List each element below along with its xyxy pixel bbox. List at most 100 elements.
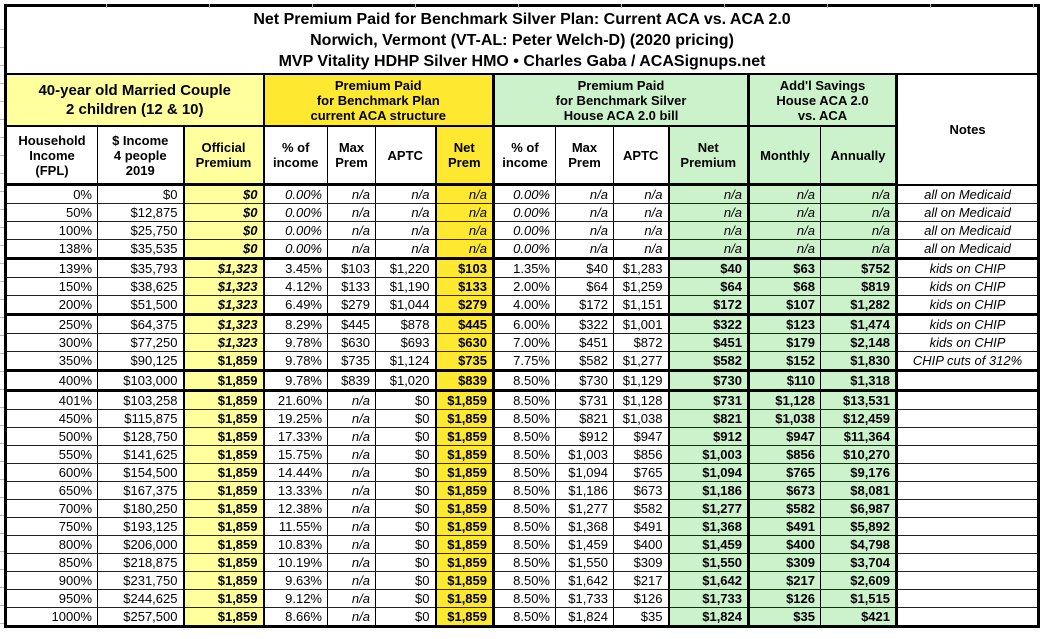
aca-aptc-cell[interactable]: n/a [375, 184, 436, 204]
official-premium-cell[interactable]: $1,323 [182, 295, 264, 316]
savings-annually-cell[interactable]: n/a [820, 184, 897, 204]
income-cell[interactable]: $154,500 [97, 463, 184, 482]
aca-net-prem-cell[interactable]: $133 [434, 277, 494, 296]
aca2-net-premium-cell[interactable]: n/a [667, 239, 749, 260]
fpl-cell[interactable]: 950% [5, 589, 98, 608]
savings-monthly-cell[interactable]: $152 [747, 351, 821, 372]
aca2-net-premium-cell[interactable]: $912 [667, 427, 749, 446]
notes-cell[interactable]: all on Medicaid [894, 221, 1039, 240]
aca-net-prem-cell[interactable]: n/a [434, 221, 494, 240]
savings-annually-cell[interactable]: $1,318 [820, 370, 897, 392]
aca2-max-prem-cell[interactable]: $1,733 [555, 589, 614, 608]
aca2-net-premium-cell[interactable]: $1,368 [667, 517, 749, 536]
fpl-cell[interactable]: 550% [5, 445, 98, 464]
fpl-cell[interactable]: 138% [5, 239, 98, 260]
savings-annually-cell[interactable]: $9,176 [820, 463, 897, 482]
savings-annually-cell[interactable]: $2,148 [820, 333, 897, 352]
income-cell[interactable]: $167,375 [97, 481, 184, 500]
aca-pct-income-cell[interactable]: 8.29% [262, 314, 328, 334]
aca2-max-prem-cell[interactable]: $40 [555, 258, 614, 278]
aca-pct-income-cell[interactable]: 0.00% [262, 221, 328, 240]
aca-max-prem-cell[interactable]: n/a [327, 203, 376, 222]
aca-net-prem-cell[interactable]: $839 [434, 370, 494, 392]
aca2-max-prem-cell[interactable]: $821 [555, 409, 614, 428]
aca2-aptc-cell[interactable]: $1,277 [613, 351, 669, 372]
aca-pct-income-cell[interactable]: 0.00% [262, 203, 328, 222]
aca2-net-premium-cell[interactable]: $1,186 [667, 481, 749, 500]
aca-net-prem-cell[interactable]: $1,859 [434, 607, 494, 627]
aca-aptc-cell[interactable]: $0 [375, 499, 436, 518]
aca2-max-prem-cell[interactable]: $1,186 [555, 481, 614, 500]
aca2-max-prem-cell[interactable]: n/a [555, 184, 614, 204]
aca-net-prem-cell[interactable]: $1,859 [434, 463, 494, 482]
aca2-aptc-cell[interactable]: $1,001 [613, 314, 669, 334]
savings-annually-cell[interactable]: $752 [820, 258, 897, 278]
income-cell[interactable]: $206,000 [97, 535, 184, 554]
aca2-net-premium-cell[interactable]: $451 [667, 333, 749, 352]
savings-monthly-cell[interactable]: $35 [747, 607, 821, 627]
aca-net-prem-cell[interactable]: $735 [434, 351, 494, 372]
notes-cell[interactable] [894, 571, 1039, 590]
aca-max-prem-cell[interactable]: n/a [327, 589, 376, 608]
aca2-max-prem-cell[interactable]: $1,550 [555, 553, 614, 572]
aca-aptc-cell[interactable]: n/a [375, 221, 436, 240]
aca-pct-income-cell[interactable]: 19.25% [262, 409, 328, 428]
notes-cell[interactable] [894, 370, 1039, 392]
aca-max-prem-cell[interactable]: n/a [327, 499, 376, 518]
aca2-pct-income-cell[interactable]: 8.50% [492, 571, 556, 590]
savings-monthly-cell[interactable]: n/a [747, 239, 821, 260]
fpl-cell[interactable]: 139% [5, 258, 98, 278]
aca-max-prem-cell[interactable]: n/a [327, 409, 376, 428]
aca2-pct-income-cell[interactable]: 8.50% [492, 499, 556, 518]
fpl-cell[interactable]: 100% [5, 221, 98, 240]
aca2-max-prem-cell[interactable]: $172 [555, 295, 614, 316]
official-premium-cell[interactable]: $1,859 [182, 370, 264, 392]
aca-max-prem-cell[interactable]: $445 [327, 314, 376, 334]
aca2-pct-income-cell[interactable]: 8.50% [492, 445, 556, 464]
aca-net-prem-cell[interactable]: $1,859 [434, 409, 494, 428]
income-cell[interactable]: $103,258 [97, 390, 184, 410]
aca-pct-income-cell[interactable]: 17.33% [262, 427, 328, 446]
savings-annually-cell[interactable]: $3,704 [820, 553, 897, 572]
aca2-aptc-cell[interactable]: $673 [613, 481, 669, 500]
aca-pct-income-cell[interactable]: 0.00% [262, 239, 328, 260]
aca2-aptc-cell[interactable]: $1,259 [613, 277, 669, 296]
savings-annually-cell[interactable]: $12,459 [820, 409, 897, 428]
notes-cell[interactable]: all on Medicaid [894, 184, 1039, 204]
savings-annually-cell[interactable]: $13,531 [820, 390, 897, 410]
aca2-aptc-cell[interactable]: $872 [613, 333, 669, 352]
aca2-aptc-cell[interactable]: $1,151 [613, 295, 669, 316]
notes-cell[interactable]: all on Medicaid [894, 203, 1039, 222]
income-cell[interactable]: $0 [97, 184, 184, 204]
aca-max-prem-cell[interactable]: n/a [327, 445, 376, 464]
fpl-cell[interactable]: 50% [5, 203, 98, 222]
aca-net-prem-cell[interactable]: $1,859 [434, 589, 494, 608]
official-premium-cell[interactable]: $1,323 [182, 333, 264, 352]
official-premium-cell[interactable]: $1,859 [182, 553, 264, 572]
aca2-net-premium-cell[interactable]: n/a [667, 221, 749, 240]
aca-max-prem-cell[interactable]: n/a [327, 517, 376, 536]
aca2-aptc-cell[interactable]: $400 [613, 535, 669, 554]
aca2-pct-income-cell[interactable]: 7.00% [492, 333, 556, 352]
income-cell[interactable]: $257,500 [97, 607, 184, 627]
aca2-aptc-cell[interactable]: $126 [613, 589, 669, 608]
notes-cell[interactable] [894, 517, 1039, 536]
fpl-cell[interactable]: 750% [5, 517, 98, 536]
income-cell[interactable]: $12,875 [97, 203, 184, 222]
aca-max-prem-cell[interactable]: n/a [327, 390, 376, 410]
aca2-aptc-cell[interactable]: n/a [613, 239, 669, 260]
income-cell[interactable]: $103,000 [97, 370, 184, 392]
aca2-aptc-cell[interactable]: $765 [613, 463, 669, 482]
savings-annually-cell[interactable]: $8,081 [820, 481, 897, 500]
aca2-pct-income-cell[interactable]: 4.00% [492, 295, 556, 316]
aca-pct-income-cell[interactable]: 4.12% [262, 277, 328, 296]
income-cell[interactable]: $193,125 [97, 517, 184, 536]
savings-monthly-cell[interactable]: n/a [747, 221, 821, 240]
aca-aptc-cell[interactable]: $1,220 [375, 258, 436, 278]
official-premium-cell[interactable]: $1,859 [182, 571, 264, 590]
fpl-cell[interactable]: 800% [5, 535, 98, 554]
savings-annually-cell[interactable]: $421 [820, 607, 897, 627]
aca2-max-prem-cell[interactable]: n/a [555, 221, 614, 240]
savings-monthly-cell[interactable]: $309 [747, 553, 821, 572]
aca2-net-premium-cell[interactable]: $172 [667, 295, 749, 316]
